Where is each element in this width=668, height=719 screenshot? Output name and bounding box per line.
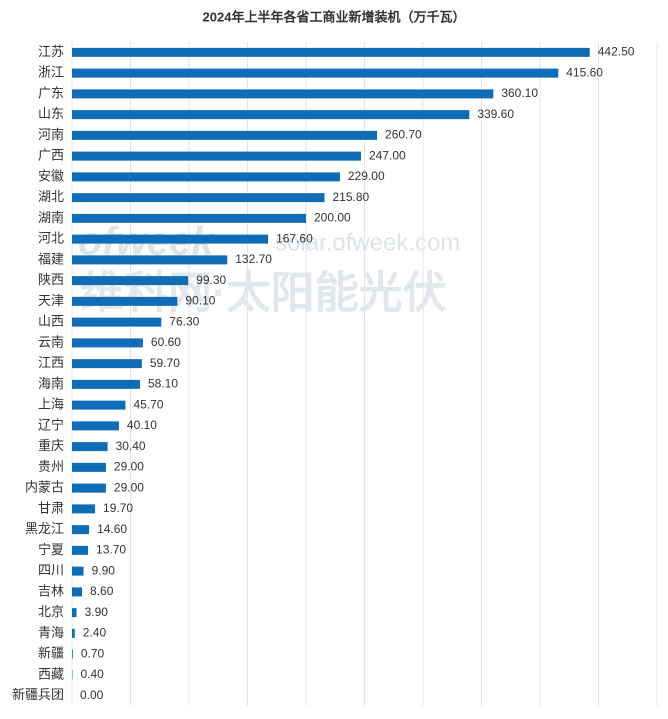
data-label: 30.40	[116, 439, 146, 453]
y-tick-label: 宁夏	[38, 542, 64, 557]
bar	[72, 193, 325, 203]
bar	[72, 68, 559, 78]
bar	[72, 587, 83, 597]
data-label: 8.60	[90, 584, 114, 598]
data-label: 60.60	[151, 335, 181, 349]
y-tick-label: 广东	[38, 85, 64, 100]
y-tick-label: 吉林	[38, 583, 64, 598]
y-tick-label: 辽宁	[38, 417, 64, 432]
y-tick-label: 贵州	[38, 459, 64, 474]
y-tick-label: 新疆	[38, 646, 64, 661]
y-tick-label: 北京	[38, 604, 64, 619]
data-label: 339.60	[477, 107, 514, 121]
data-label: 132.70	[235, 252, 272, 266]
bar	[72, 379, 140, 389]
data-label: 45.70	[133, 397, 163, 411]
data-label: 0.40	[80, 667, 104, 681]
data-label: 13.70	[96, 543, 126, 557]
bar	[72, 172, 340, 182]
bar	[72, 421, 119, 431]
bar	[72, 400, 126, 410]
y-tick-label: 山西	[38, 314, 64, 329]
bar	[72, 234, 269, 244]
data-label: 415.60	[566, 65, 603, 79]
bar	[72, 649, 73, 659]
bar	[72, 504, 96, 514]
y-tick-label: 江苏	[38, 44, 64, 59]
data-label: 40.10	[127, 418, 157, 432]
bar	[72, 628, 75, 638]
chart-title: 2024年上半年各省工商业新增装机（万千瓦）	[203, 9, 466, 24]
data-label: 2.40	[83, 626, 107, 640]
data-label: 9.90	[92, 563, 116, 577]
y-tick-label: 内蒙古	[25, 480, 64, 495]
bar	[72, 151, 361, 161]
y-tick-label: 西藏	[38, 666, 64, 681]
bar	[72, 545, 89, 555]
y-tick-label: 湖南	[38, 210, 64, 225]
y-tick-label: 黑龙江	[25, 521, 64, 536]
y-tick-label: 安徽	[38, 168, 64, 183]
y-tick-label: 天津	[38, 293, 64, 308]
bar	[72, 47, 590, 57]
data-label: 229.00	[348, 169, 385, 183]
data-label: 0.00	[80, 688, 104, 702]
data-label: 29.00	[114, 480, 144, 494]
data-label: 247.00	[369, 148, 406, 162]
y-tick-label: 上海	[38, 397, 64, 412]
y-tick-label: 甘肃	[38, 500, 64, 515]
y-tick-label: 江西	[38, 355, 64, 370]
bar	[72, 338, 143, 348]
y-tick-label: 浙江	[38, 65, 64, 80]
bar	[72, 608, 77, 618]
y-tick-label: 广西	[38, 148, 64, 163]
y-tick-label: 重庆	[38, 438, 64, 453]
bar	[72, 213, 306, 223]
y-tick-label: 新疆兵团	[12, 687, 64, 702]
bar	[72, 566, 84, 576]
watermark: solar.ofweek.com	[275, 229, 460, 256]
data-label: 29.00	[114, 460, 144, 474]
bar	[72, 462, 106, 472]
y-tick-label: 陕西	[38, 272, 64, 287]
data-label: 215.80	[332, 190, 369, 204]
bar	[72, 296, 178, 306]
data-label: 19.70	[103, 501, 133, 515]
data-label: 90.10	[185, 294, 215, 308]
y-tick-label: 河南	[38, 127, 64, 142]
data-label: 442.50	[598, 45, 635, 59]
data-label: 76.30	[169, 314, 199, 328]
data-label: 260.70	[385, 128, 422, 142]
data-label: 0.70	[81, 646, 105, 660]
bar	[72, 255, 228, 265]
data-label: 360.10	[501, 86, 538, 100]
watermark: 维科网·太阳能光伏	[80, 269, 447, 318]
bar	[72, 359, 142, 369]
bar	[72, 525, 90, 535]
data-label: 167.60	[276, 231, 313, 245]
y-tick-label: 青海	[38, 625, 64, 640]
data-label: 200.00	[314, 211, 351, 225]
y-tick-label: 海南	[38, 376, 64, 391]
y-tick-label: 山东	[38, 106, 64, 121]
y-tick-label: 湖北	[38, 189, 64, 204]
y-tick-label: 云南	[38, 334, 64, 349]
y-tick-label: 四川	[38, 563, 64, 578]
data-label: 59.70	[150, 356, 180, 370]
bar	[72, 317, 162, 327]
data-label: 3.90	[85, 605, 109, 619]
data-label: 58.10	[148, 377, 178, 391]
bar	[72, 130, 378, 140]
y-tick-label: 福建	[38, 251, 64, 266]
bar	[72, 110, 470, 120]
bar	[72, 483, 106, 493]
y-tick-label: 河北	[38, 231, 64, 246]
bar	[72, 442, 108, 452]
bar	[72, 89, 494, 99]
bar	[72, 276, 189, 286]
data-label: 99.30	[196, 273, 226, 287]
data-label: 14.60	[97, 522, 127, 536]
